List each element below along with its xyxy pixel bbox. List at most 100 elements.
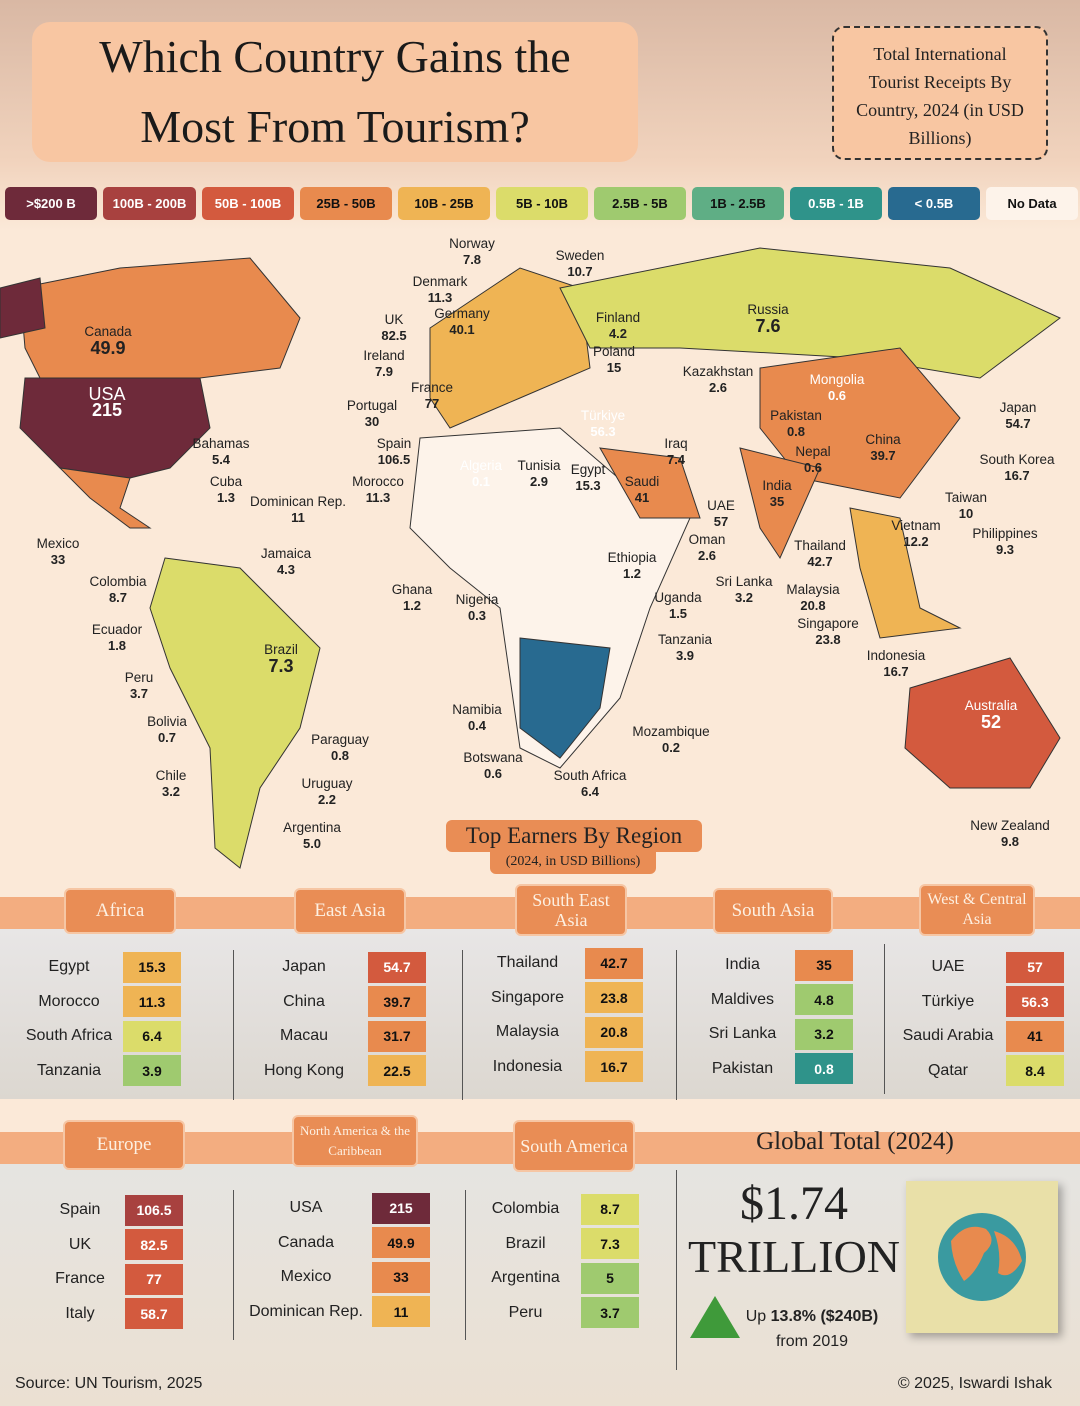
country-name: Singapore (491, 988, 564, 1006)
receipts-value: 57 (1006, 951, 1064, 983)
country-value: 3.2 (734, 590, 754, 605)
country-name: India (762, 478, 792, 493)
country-name: Norway (449, 236, 495, 251)
country-name: France (410, 380, 454, 395)
receipts-value: 82.5 (125, 1229, 183, 1261)
map-label-tanzania: Tanzania 3.9 (658, 632, 712, 664)
country-value: 39.7 (870, 448, 896, 463)
region-table: USA 215 Canada 49.9 Mexico 33 Dominican Rep. 11 (240, 1191, 430, 1329)
region-tab-europe: Europe (63, 1120, 185, 1170)
receipts-value: 35 (795, 949, 853, 981)
map-label-saudi: Saudi 41 (625, 474, 660, 506)
country-value: 2.6 (697, 548, 717, 563)
receipts-value: 33 (372, 1261, 430, 1293)
receipts-value: 5 (581, 1262, 639, 1294)
country-value: 40.1 (449, 322, 475, 337)
receipts-value: 22.5 (368, 1055, 426, 1087)
country-name: Morocco (352, 474, 404, 489)
map-label-oman: Oman 2.6 (689, 532, 726, 564)
receipts-value: 15.3 (123, 951, 181, 983)
map-label-uae: UAE 57 (707, 498, 735, 530)
color-legend: >$200 B 100B - 200B 50B - 100B 25B - 50B 10B… (5, 187, 1078, 220)
region-table: Colombia 8.7 Brazil 7.3 Argentina 5 Peru 3.7 (470, 1192, 639, 1330)
map-label-thailand: Thailand 42.7 (794, 538, 846, 570)
receipts-value: 54.7 (368, 951, 426, 983)
country-name: Pakistan (770, 408, 822, 423)
country-value: 41 (634, 490, 650, 505)
global-total-amount: $1.74 (740, 1177, 848, 1230)
table-row: Argentina 5 (470, 1261, 639, 1296)
map-label-uk: UK 82.5 (381, 312, 406, 344)
country-value: 2.2 (317, 792, 337, 807)
country-value: 10 (958, 506, 974, 521)
table-row: UAE 57 (890, 950, 1064, 985)
country-value: 15.3 (575, 478, 601, 493)
map-label-canada: Canada 49.9 (84, 324, 131, 357)
receipts-value: 0.8 (795, 1053, 853, 1085)
legend-item: 2.5B - 5B (594, 187, 686, 220)
regions-subtitle: (2024, in USD Billions) (490, 852, 656, 874)
table-row: Colombia 8.7 (470, 1192, 639, 1227)
map-label-denmark: Denmark 11.3 (413, 274, 468, 306)
region-tab-west-central-asia: West & Central Asia (919, 884, 1035, 936)
table-row: USA 215 (240, 1191, 430, 1226)
country-name: Dominican Rep. (249, 1302, 363, 1320)
map-label-sri-lanka: Sri Lanka 3.2 (715, 574, 772, 606)
country-value: 9.3 (995, 542, 1015, 557)
credit-note: © 2025, Iswardi Ishak (897, 1375, 1052, 1392)
country-name: South Korea (979, 452, 1055, 467)
country-name: Pakistan (711, 1059, 774, 1077)
russia-shape (559, 247, 1061, 379)
country-name: Argentina (283, 820, 341, 835)
legend-item: 0.5B - 1B (790, 187, 882, 220)
map-label-philippines: Philippines 9.3 (972, 526, 1037, 558)
receipts-value: 20.8 (585, 1016, 643, 1048)
map-label-peru: Peru 3.7 (125, 670, 154, 702)
map-label-ecuador: Ecuador 1.8 (92, 622, 142, 654)
map-label-t-rkiye: Türkiye 56.3 (581, 408, 625, 440)
country-name: China (283, 992, 325, 1010)
map-label-portugal: Portugal 30 (347, 398, 397, 430)
country-name: Ecuador (91, 622, 143, 637)
country-name: Iraq (664, 436, 688, 451)
country-value: 0.7 (157, 730, 177, 745)
country-value: 0.8 (330, 748, 350, 763)
receipts-value: 11.3 (123, 986, 181, 1018)
map-label-dominican-rep-: Dominican Rep. 11 (250, 494, 346, 526)
country-value: 11.3 (427, 290, 453, 305)
triangle-up-icon (690, 1296, 740, 1338)
table-row: France 77 (35, 1262, 183, 1297)
country-value: 30 (364, 414, 380, 429)
country-value: 215 (91, 400, 123, 420)
country-value: 7.4 (666, 452, 686, 467)
table-row: Canada 49.9 (240, 1226, 430, 1261)
europe-shape (429, 267, 591, 429)
map-label-china: China 39.7 (865, 432, 900, 464)
global-change: Up 13.8% ($240B) from 2019 (745, 1308, 879, 1350)
map-label-germany: Germany 40.1 (434, 306, 490, 338)
country-name: Ghana (391, 582, 433, 597)
country-name: Spain (59, 1201, 101, 1219)
legend-item: < 0.5B (888, 187, 980, 220)
table-row: Malaysia 20.8 (470, 1015, 643, 1050)
country-name: USA (88, 384, 126, 404)
country-value: 4.2 (608, 326, 628, 341)
map-label-singapore: Singapore 23.8 (797, 616, 859, 648)
country-name: India (725, 956, 760, 974)
country-value: 3.7 (129, 686, 149, 701)
country-value: 106.5 (377, 452, 411, 467)
country-value: 0.6 (803, 460, 823, 475)
receipts-value: 4.8 (795, 984, 853, 1016)
region-tab-east-asia: East Asia (294, 888, 406, 934)
country-name: Nepal (795, 444, 831, 459)
country-value: 42.7 (807, 554, 833, 569)
country-value: 6.4 (580, 784, 600, 799)
table-row: Brazil 7.3 (470, 1227, 639, 1262)
table-row: India 35 (690, 948, 853, 983)
receipts-value: 106.5 (125, 1194, 183, 1226)
map-subtitle: Total International Tourist Receipts By Co… (832, 26, 1048, 160)
country-value: 52 (980, 712, 1002, 732)
country-value: 0.1 (471, 474, 491, 489)
table-row: Dominican Rep. 11 (240, 1295, 430, 1330)
country-name: Portugal (346, 398, 398, 413)
